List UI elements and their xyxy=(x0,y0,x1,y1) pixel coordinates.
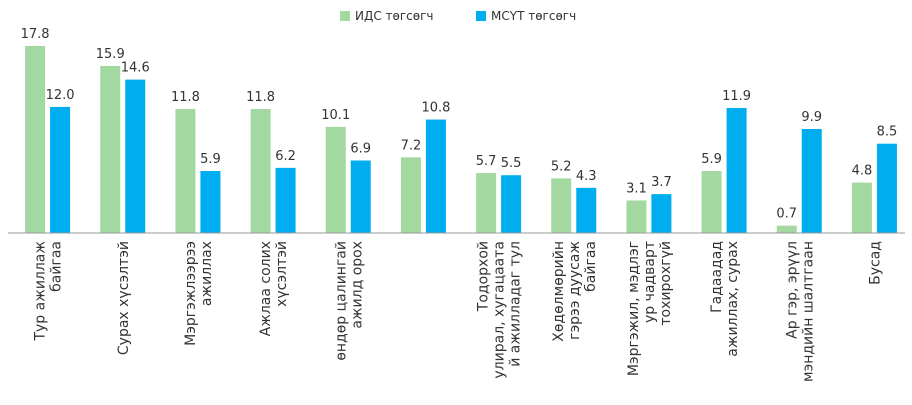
bar xyxy=(701,171,722,233)
legend-label: МСҮТ төгсөгч xyxy=(491,9,576,23)
x-tick-label: Ар гэр, эрүүл xyxy=(784,241,800,339)
x-tick-label: ур чадварт xyxy=(642,241,658,323)
bar xyxy=(476,173,497,233)
bar xyxy=(25,46,46,233)
legend-swatch xyxy=(476,11,486,21)
x-tick-label: Мэргэжлээрээ xyxy=(183,241,199,346)
value-label: 5.7 xyxy=(476,154,497,169)
bar xyxy=(250,109,271,233)
x-tick-label: мэндийн шалтгаан xyxy=(800,241,816,382)
bar xyxy=(876,143,897,233)
bar xyxy=(726,107,747,233)
bar xyxy=(851,182,872,233)
x-tick-label: байгаа xyxy=(49,241,65,292)
value-label: 5.2 xyxy=(551,159,572,174)
x-tick-label: гэрээ дуусаж xyxy=(567,241,583,340)
x-tick-label: ажилд орох xyxy=(349,241,365,329)
bar xyxy=(200,171,221,233)
bar xyxy=(801,128,822,233)
value-label: 7.2 xyxy=(401,138,422,153)
value-label: 5.9 xyxy=(701,152,722,167)
value-label: 15.9 xyxy=(96,47,125,62)
bar xyxy=(425,119,446,233)
value-label: 11.9 xyxy=(722,89,751,104)
value-label: 8.5 xyxy=(877,125,898,140)
value-label: 3.7 xyxy=(651,175,672,190)
value-label: 5.5 xyxy=(501,156,522,171)
value-label: 11.8 xyxy=(171,90,200,105)
value-label: 4.3 xyxy=(576,169,597,184)
x-tick-label: улирал, хугацаата xyxy=(492,241,508,379)
value-label: 17.8 xyxy=(21,27,50,42)
value-label: 4.8 xyxy=(852,164,873,179)
x-tick-label: Хөдөлмөрийн xyxy=(551,241,567,342)
bar xyxy=(400,157,421,233)
value-label: 6.2 xyxy=(275,149,296,164)
value-label: 9.9 xyxy=(801,110,822,125)
bar xyxy=(125,79,146,233)
value-label: 6.9 xyxy=(350,142,371,157)
x-tick-label: Сурах хүсэлтэй xyxy=(116,241,132,355)
x-tick-label: тохирохгүй xyxy=(658,241,674,326)
x-tick-label: ажиллах, сурах xyxy=(725,241,741,357)
value-label: 0.7 xyxy=(776,207,797,222)
x-tick-label: ажиллах xyxy=(199,241,215,306)
bar xyxy=(776,225,797,233)
legend-swatch xyxy=(340,11,350,21)
value-label: 12.0 xyxy=(46,88,75,103)
value-label: 11.8 xyxy=(246,90,275,105)
bar xyxy=(275,167,296,233)
bar xyxy=(175,109,196,233)
x-tick-label: Гадаадад xyxy=(709,241,725,313)
x-tick-label: Ажлаа солих xyxy=(258,241,274,336)
bar xyxy=(551,178,572,233)
bar xyxy=(626,200,647,233)
bar xyxy=(50,106,71,233)
x-tick-label: хүсэлтэй xyxy=(274,241,290,307)
x-tick-label: Мэргэжил, мэдлэг xyxy=(626,241,642,376)
x-tick-label: Тодорхой xyxy=(476,241,492,312)
bar xyxy=(576,187,597,233)
value-label: 5.9 xyxy=(200,152,221,167)
legend-label: ИДС төгсөгч xyxy=(355,9,434,23)
x-tick-label: Бусад xyxy=(867,241,883,285)
bar xyxy=(651,194,672,233)
value-label: 14.6 xyxy=(121,61,150,76)
x-tick-label: өндөр цалингай xyxy=(333,241,349,361)
x-tick-label: байгаа xyxy=(583,241,599,292)
x-tick-label: й ажилладаг тул xyxy=(508,241,524,367)
x-tick-label: Тур ажиллаж xyxy=(33,241,49,342)
bar xyxy=(325,126,346,233)
bar xyxy=(350,160,371,233)
bar xyxy=(501,175,522,233)
bar xyxy=(100,65,121,234)
value-label: 3.1 xyxy=(626,181,647,196)
value-label: 10.1 xyxy=(321,108,350,123)
value-label: 10.8 xyxy=(421,101,450,116)
